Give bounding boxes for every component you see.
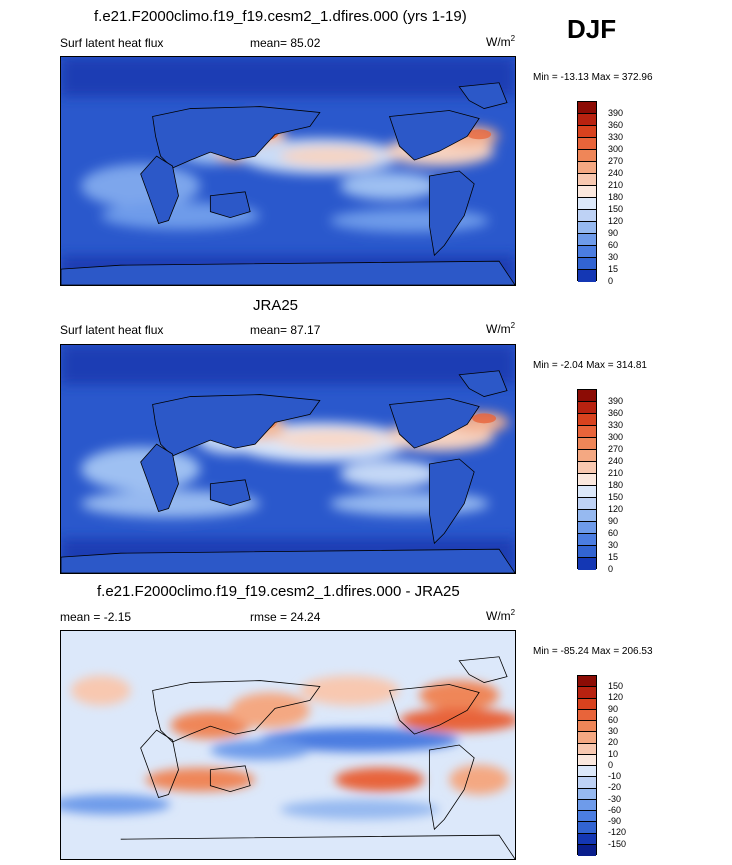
- colorbar-tick: 0: [608, 564, 614, 574]
- colorbar-tick: 30: [608, 726, 619, 736]
- panel-2-mean-label: mean= 87.17: [250, 323, 321, 337]
- colorbar-tick: 270: [608, 444, 624, 454]
- colorbar-tick: -150: [608, 839, 627, 849]
- colorbar-tick: 15: [608, 264, 619, 274]
- colorbar-tick: 210: [608, 468, 624, 478]
- colorbar-tick: 120: [608, 504, 624, 514]
- colorbar-tick: 60: [608, 528, 619, 538]
- colorbar-tick: 60: [608, 240, 619, 250]
- colorbar-tick: 10: [608, 749, 619, 759]
- panel-1-title: f.e21.F2000climo.f19_f19.cesm2_1.dfires.…: [94, 8, 467, 25]
- colorbar-tick: 90: [608, 704, 619, 714]
- colorbar-tick: 90: [608, 516, 619, 526]
- panel-3-minmax: Min = -85.24 Max = 206.53: [533, 646, 653, 657]
- colorbar-tick: 90: [608, 228, 619, 238]
- panel-2-colorbar: [577, 389, 597, 570]
- colorbar-tick: -60: [608, 805, 622, 815]
- colorbar-tick: 120: [608, 216, 624, 226]
- colorbar-tick: 390: [608, 108, 624, 118]
- panel-2-minmax: Min = -2.04 Max = 314.81: [533, 360, 647, 371]
- colorbar-tick: 150: [608, 204, 624, 214]
- panel-2-map: [60, 344, 516, 574]
- colorbar-tick: -10: [608, 771, 622, 781]
- season-label: DJF: [567, 14, 617, 44]
- colorbar-tick: 330: [608, 420, 624, 430]
- colorbar-tick: 360: [608, 408, 624, 418]
- colorbar-tick: 360: [608, 120, 624, 130]
- colorbar-tick: 20: [608, 737, 619, 747]
- panel-1-map: [60, 56, 516, 286]
- panel-1-units: W/m2: [486, 34, 516, 49]
- colorbar-tick: 30: [608, 252, 619, 262]
- colorbar-tick: 390: [608, 396, 624, 406]
- colorbar-tick: 120: [608, 692, 624, 702]
- panel-3-colorbar: [577, 675, 597, 856]
- colorbar-tick: 270: [608, 156, 624, 166]
- colorbar-tick: -30: [608, 794, 622, 804]
- colorbar-tick: 60: [608, 715, 619, 725]
- colorbar-tick: 15: [608, 552, 619, 562]
- colorbar-tick: 240: [608, 456, 624, 466]
- panel-3-title: f.e21.F2000climo.f19_f19.cesm2_1.dfires.…: [97, 583, 460, 600]
- panel-3-rmse-label: rmse = 24.24: [250, 610, 321, 624]
- colorbar-tick: 240: [608, 168, 624, 178]
- colorbar-tick: 180: [608, 480, 624, 490]
- panel-1-colorbar: [577, 101, 597, 282]
- colorbar-tick: -20: [608, 782, 622, 792]
- colorbar-tick: 150: [608, 492, 624, 502]
- colorbar-tick: 0: [608, 760, 614, 770]
- panel-1-variable-label: Surf latent heat flux: [60, 36, 164, 50]
- panel-2-units: W/m2: [486, 321, 516, 336]
- colorbar-tick: 180: [608, 192, 624, 202]
- colorbar-tick: 330: [608, 132, 624, 142]
- panel-1-minmax: Min = -13.13 Max = 372.96: [533, 72, 653, 83]
- panel-3-map: [60, 630, 516, 860]
- colorbar-tick: 0: [608, 276, 614, 286]
- colorbar-tick: -120: [608, 827, 627, 837]
- colorbar-tick: 150: [608, 681, 624, 691]
- colorbar-tick: 300: [608, 432, 624, 442]
- colorbar-tick: 300: [608, 144, 624, 154]
- colorbar-tick: -90: [608, 816, 622, 826]
- panel-1-mean-label: mean= 85.02: [250, 36, 321, 50]
- panel-2-variable-label: Surf latent heat flux: [60, 323, 164, 337]
- colorbar-tick: 210: [608, 180, 624, 190]
- panel-3-units: W/m2: [486, 608, 516, 623]
- panel-3-mean-label: mean = -2.15: [60, 610, 132, 624]
- colorbar-tick: 30: [608, 540, 619, 550]
- panel-2-title: JRA25: [253, 297, 299, 314]
